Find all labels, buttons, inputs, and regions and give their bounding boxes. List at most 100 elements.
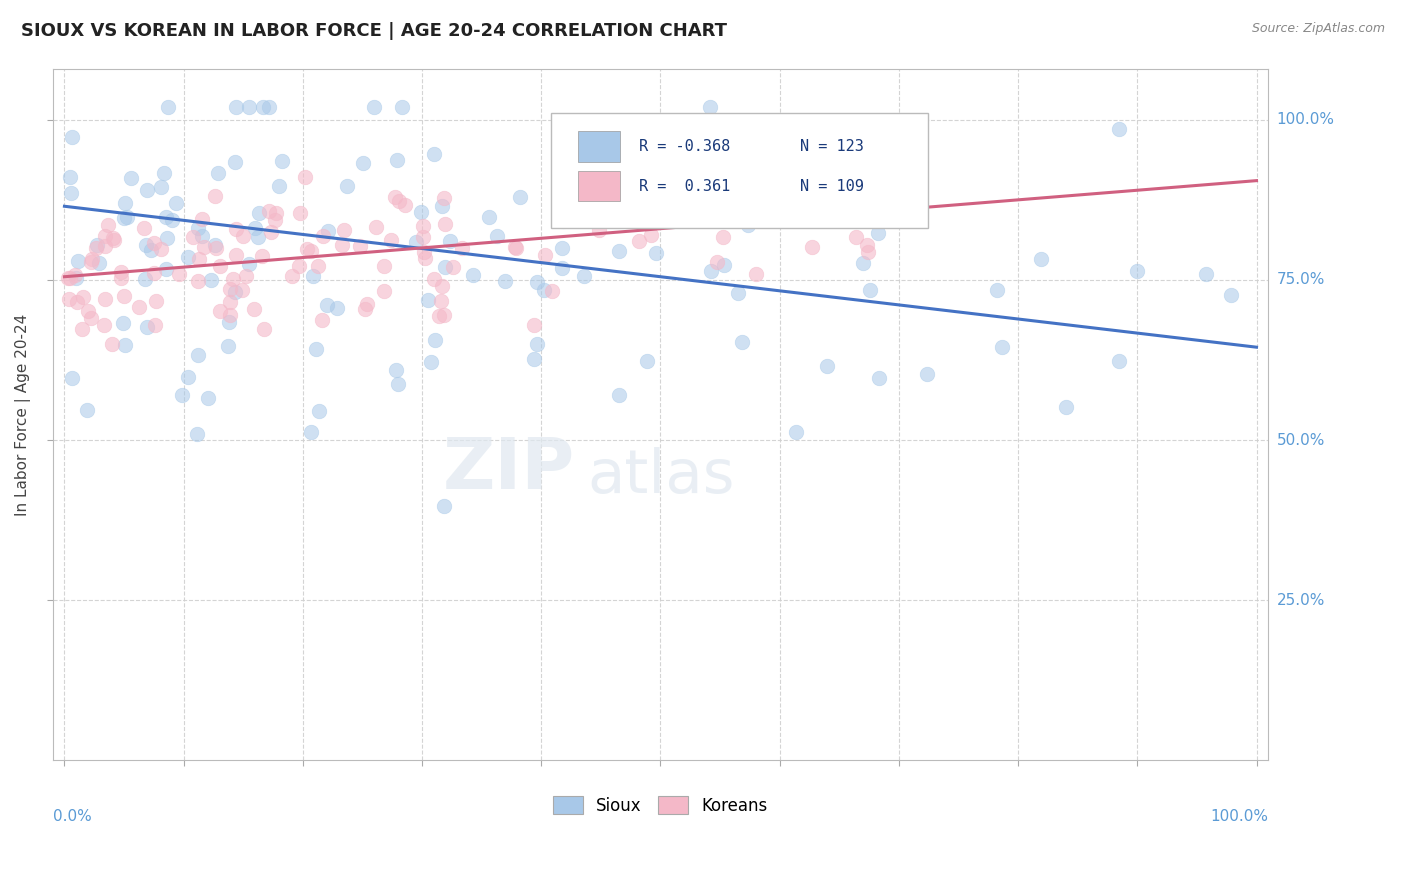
Point <box>433 260 456 274</box>
Point <box>224 285 246 299</box>
Point <box>430 278 453 293</box>
Point <box>628 234 651 248</box>
Point <box>384 363 406 377</box>
Point <box>299 425 322 439</box>
Point <box>387 153 409 168</box>
Point <box>413 251 436 265</box>
Point <box>204 188 226 202</box>
Point <box>191 228 214 243</box>
Point <box>349 239 371 253</box>
Point <box>550 260 572 275</box>
Point <box>1031 252 1053 266</box>
Point <box>882 182 904 196</box>
Point <box>433 499 456 513</box>
Point <box>72 290 94 304</box>
Point <box>128 300 150 314</box>
Point <box>305 343 328 357</box>
Point <box>153 166 176 180</box>
Point <box>94 293 117 307</box>
Point <box>181 230 204 244</box>
Point <box>66 295 89 310</box>
Point <box>110 271 132 285</box>
Y-axis label: In Labor Force | Age 20-24: In Labor Force | Age 20-24 <box>15 313 31 516</box>
Point <box>266 206 288 220</box>
Point <box>699 100 721 114</box>
Text: 100.0%: 100.0% <box>1211 809 1268 824</box>
Point <box>432 198 454 212</box>
Point <box>540 285 562 299</box>
Point <box>785 425 807 440</box>
Point <box>737 218 759 232</box>
Point <box>193 240 215 254</box>
Point <box>120 171 142 186</box>
Point <box>80 310 103 325</box>
Point <box>187 274 209 288</box>
Point <box>627 148 650 162</box>
Point <box>336 179 359 194</box>
Point <box>66 254 89 268</box>
Point <box>60 186 83 201</box>
Point <box>87 255 110 269</box>
Point <box>65 268 87 282</box>
Point <box>373 284 395 298</box>
Point <box>534 248 557 262</box>
Point <box>238 257 260 271</box>
Point <box>315 298 337 312</box>
Point <box>852 256 875 270</box>
Text: 25.0%: 25.0% <box>1277 593 1324 607</box>
Point <box>143 318 166 333</box>
Point <box>384 190 406 204</box>
Point <box>915 367 938 381</box>
Text: R =  0.361: R = 0.361 <box>638 178 730 194</box>
Point <box>94 239 117 253</box>
Point <box>666 203 689 218</box>
Point <box>204 238 226 252</box>
Point <box>218 315 240 329</box>
Point <box>247 205 270 219</box>
Point <box>86 238 108 252</box>
Point <box>243 220 266 235</box>
Point <box>205 241 228 255</box>
Point <box>235 268 257 283</box>
Point <box>991 340 1014 354</box>
Point <box>134 221 156 235</box>
Point <box>1108 121 1130 136</box>
Point <box>1108 353 1130 368</box>
Point <box>567 167 589 181</box>
Point <box>526 276 548 290</box>
Point <box>112 289 135 303</box>
Point <box>302 268 325 283</box>
Point <box>97 218 120 232</box>
Point <box>80 254 103 268</box>
Point <box>640 227 662 242</box>
Point <box>165 195 187 210</box>
Point <box>505 240 527 254</box>
Point <box>658 202 681 216</box>
Point <box>177 250 200 264</box>
Point <box>103 233 125 247</box>
Point <box>868 226 890 240</box>
Point <box>187 252 209 267</box>
Point <box>731 335 754 350</box>
Point <box>141 243 163 257</box>
Bar <box>578 131 620 162</box>
Point <box>523 351 546 366</box>
Point <box>252 100 274 114</box>
Point <box>778 172 800 186</box>
Point <box>222 272 245 286</box>
Point <box>855 180 877 194</box>
Point <box>405 235 427 249</box>
Point <box>706 254 728 268</box>
Point <box>373 259 395 273</box>
Point <box>352 155 374 169</box>
Point <box>636 354 658 368</box>
Text: atlas: atlas <box>588 447 735 507</box>
Point <box>287 260 309 274</box>
Point <box>845 230 868 244</box>
Point <box>427 309 450 323</box>
Text: Source: ZipAtlas.com: Source: ZipAtlas.com <box>1251 22 1385 36</box>
Point <box>167 267 190 281</box>
Point <box>288 206 311 220</box>
Point <box>363 100 385 114</box>
Point <box>1126 264 1149 278</box>
